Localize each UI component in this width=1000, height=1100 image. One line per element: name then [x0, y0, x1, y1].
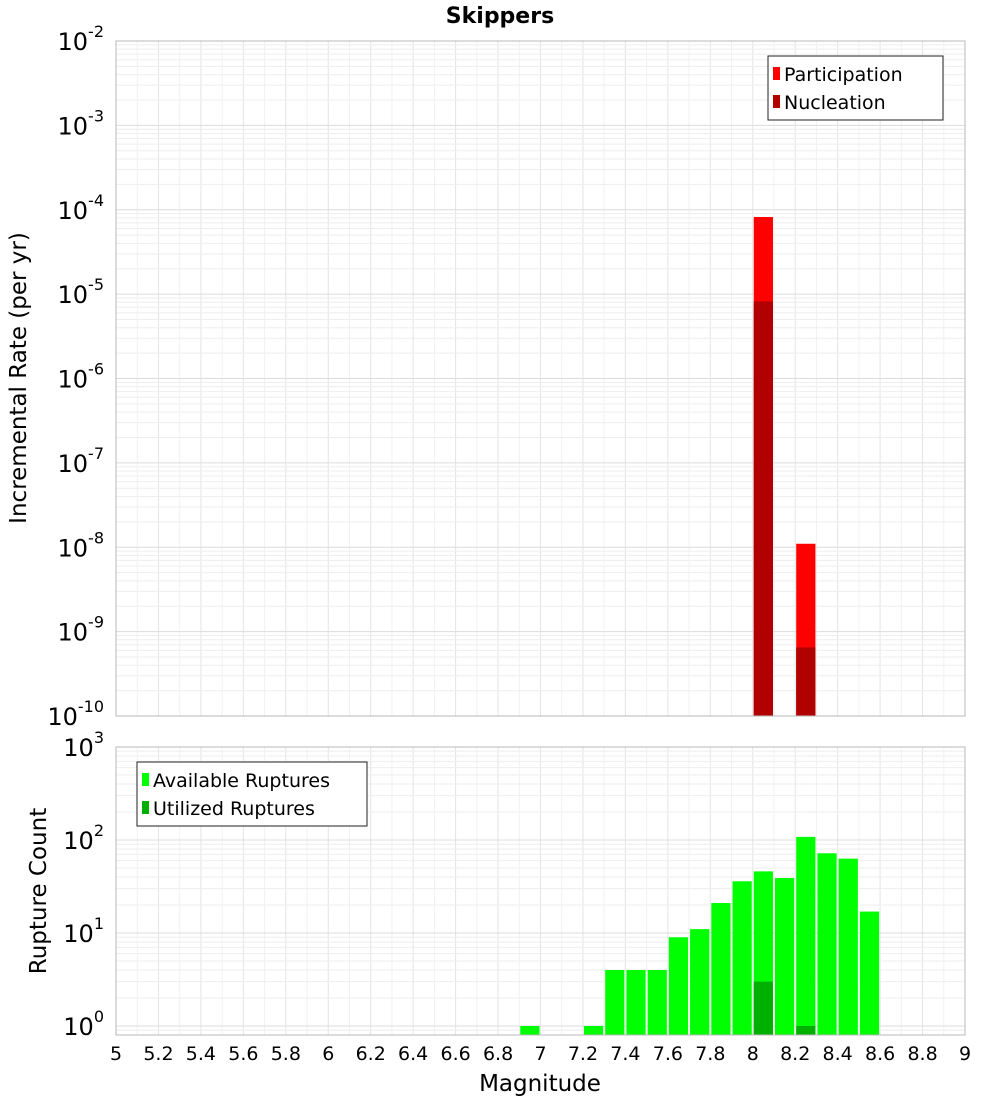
utilized-ruptures-legend-swatch: [142, 801, 149, 814]
magnitude-axis-label: Magnitude: [479, 1071, 601, 1097]
y-tick-label: 10-2: [58, 22, 105, 56]
x-tick-label: 8.2: [780, 1043, 810, 1065]
rate-plot: 10-10 10-9 10-8 10-7 10-6 10-5 10-4 10-3 10-2 Par…: [47, 22, 966, 731]
x-tick-label: 7.4: [610, 1043, 640, 1065]
legend: Available Ruptures Utilized Ruptures: [136, 761, 368, 827]
available-ruptures-bar: [520, 1025, 540, 1035]
available-ruptures-bar: [605, 969, 625, 1035]
x-tick-label: 7: [534, 1043, 546, 1065]
rate-axis-label: Incremental Rate (per yr): [6, 232, 32, 524]
available-ruptures-bar: [838, 858, 858, 1035]
rupture-count-axis-label: Rupture Count: [26, 808, 52, 974]
plot-frame: [115, 746, 966, 1036]
available-ruptures-legend-label: Available Ruptures: [153, 770, 330, 792]
x-tick-label: 6.6: [440, 1043, 470, 1065]
y-tick-label: 10-10: [47, 697, 104, 731]
y-tick-label: 10-4: [58, 191, 105, 225]
participation-legend-swatch: [773, 67, 780, 80]
utilized-ruptures-bar: [796, 1025, 816, 1035]
y-tick-label: 103: [63, 728, 104, 762]
available-ruptures-bar: [732, 881, 752, 1035]
available-ruptures-bar: [859, 911, 880, 1035]
x-tick-label: 6: [322, 1043, 334, 1065]
x-tick-label: 8.6: [865, 1043, 895, 1065]
x-tick-label: 5.4: [186, 1043, 216, 1065]
x-tick-label: 6.8: [483, 1043, 513, 1065]
x-tick-label: 6.4: [398, 1043, 428, 1065]
y-tick-label: 10-9: [58, 613, 105, 647]
y-tick-label: 100: [63, 1007, 104, 1041]
y-tick-label: 102: [63, 821, 104, 855]
nucleation-legend-label: Nucleation: [784, 92, 886, 114]
available-ruptures-legend-swatch: [142, 773, 149, 786]
x-tick-label: 8.8: [907, 1043, 937, 1065]
x-tick-label: 7.6: [653, 1043, 683, 1065]
available-ruptures-bar: [583, 1025, 604, 1035]
x-tick-label: 7.8: [695, 1043, 725, 1065]
x-tick-label: 5.2: [143, 1043, 173, 1065]
available-ruptures-bar: [711, 903, 731, 1035]
y-tick-label: 10-3: [58, 106, 105, 140]
available-ruptures-bar: [668, 937, 689, 1035]
nucleation-legend-swatch: [773, 95, 780, 108]
chart-title: Skippers: [446, 4, 554, 29]
legend-box: [767, 55, 944, 121]
y-tick-label: 101: [63, 914, 104, 948]
available-ruptures-bar: [817, 853, 837, 1035]
legend-box: [136, 761, 368, 827]
x-tick-label: 8: [747, 1043, 759, 1065]
y-tick-label: 10-5: [58, 275, 105, 309]
nucleation-bar: [796, 647, 816, 716]
available-ruptures-bar: [690, 929, 710, 1035]
available-ruptures-bar: [796, 836, 816, 1035]
participation-legend-label: Participation: [784, 64, 903, 86]
utilized-ruptures-bar: [753, 981, 773, 1035]
plot-frame: [115, 40, 966, 717]
available-ruptures-bar: [626, 969, 646, 1035]
x-tick-label: 7.2: [568, 1043, 598, 1065]
available-ruptures-bar: [647, 969, 667, 1035]
x-tick-label: 5.6: [228, 1043, 258, 1065]
x-tick-label: 8.4: [823, 1043, 853, 1065]
available-ruptures-bar: [774, 878, 795, 1035]
x-tick-label: 6.2: [356, 1043, 386, 1065]
y-tick-label: 10-8: [58, 528, 105, 562]
y-tick-label: 10-6: [58, 360, 105, 394]
utilized-ruptures-legend-label: Utilized Ruptures: [153, 798, 315, 820]
legend: Participation Nucleation: [767, 55, 944, 121]
x-tick-label: 9: [959, 1043, 971, 1065]
nucleation-bar: [753, 301, 773, 716]
x-tick-label: 5.8: [271, 1043, 301, 1065]
x-tick-label: 5: [110, 1043, 122, 1065]
y-tick-label: 10-7: [58, 444, 105, 478]
